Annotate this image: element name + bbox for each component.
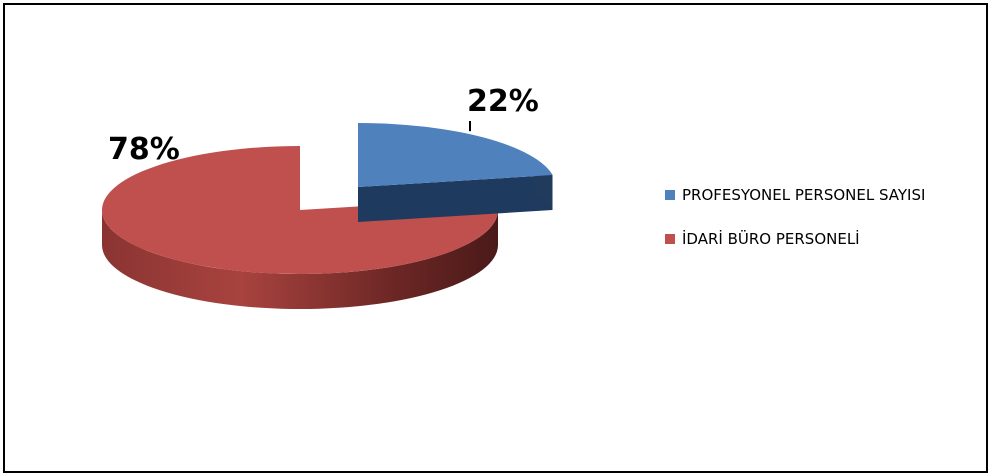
data-label-idari: 78% (108, 132, 180, 167)
legend-item-profesyonel: PROFESYONEL PERSONEL SAYISI (665, 183, 985, 207)
legend-label-profesyonel: PROFESYONEL PERSONEL SAYISI (682, 186, 926, 204)
pie-chart: 22% 78% (101, 84, 553, 309)
legend-swatch-profesyonel (665, 190, 675, 200)
pie-slice-profesyonel (358, 123, 553, 187)
legend: PROFESYONEL PERSONEL SAYISI İDARİ BÜRO P… (665, 183, 985, 271)
data-label-profesyonel: 22% (467, 84, 539, 119)
chart-frame: 22% 78% PROFESYONEL PERSONEL SAYISI İDARİ… (3, 3, 988, 473)
pie-slice-idari (101, 146, 498, 274)
legend-item-idari: İDARİ BÜRO PERSONELİ (665, 227, 985, 251)
pie-side-idari (102, 210, 498, 309)
pie-cut-face-profesyonel (358, 175, 553, 222)
legend-label-idari: İDARİ BÜRO PERSONELİ (682, 230, 860, 248)
legend-swatch-idari (665, 234, 675, 244)
